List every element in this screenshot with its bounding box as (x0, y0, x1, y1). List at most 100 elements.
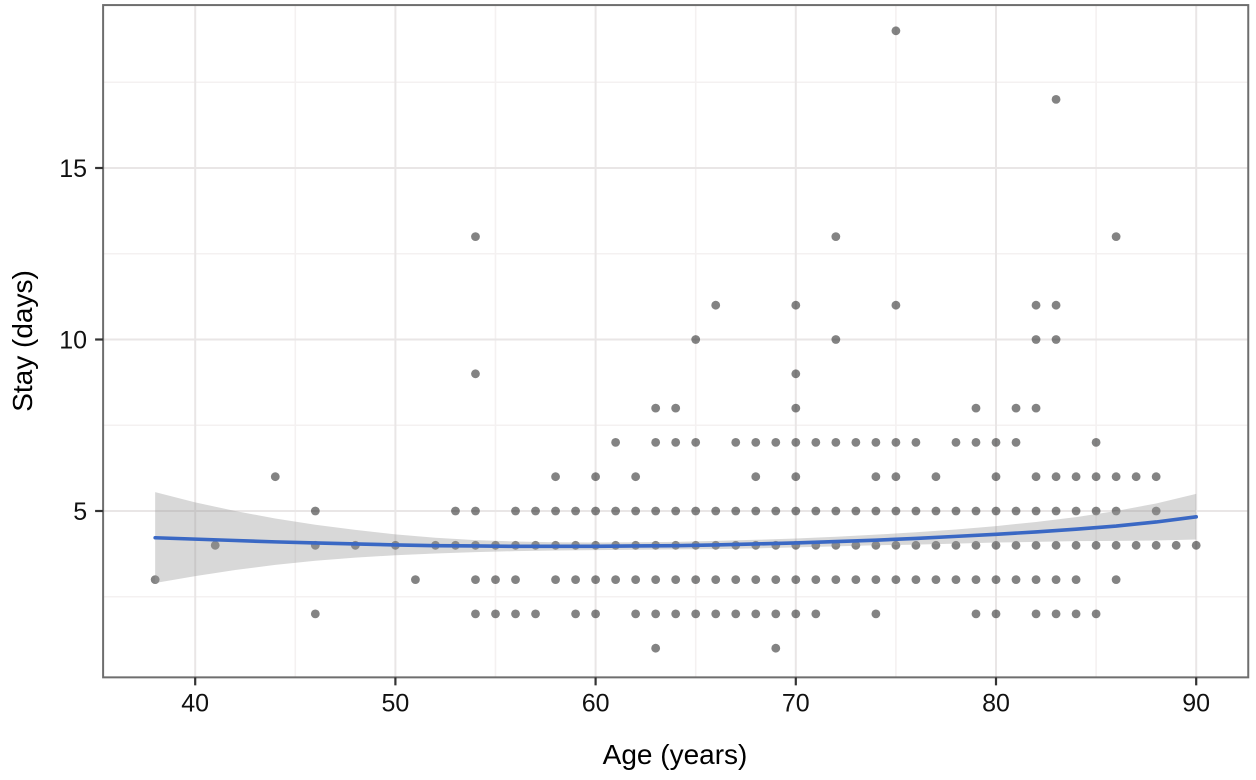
data-point (1111, 506, 1121, 516)
data-point (1031, 609, 1041, 619)
data-point (971, 609, 981, 619)
data-point (791, 609, 801, 619)
data-point (891, 438, 901, 447)
data-point (851, 506, 861, 516)
data-point (831, 506, 841, 516)
data-point (1031, 575, 1041, 584)
data-point (551, 506, 560, 516)
data-point (1011, 403, 1021, 413)
data-point (831, 438, 841, 447)
data-point (310, 506, 320, 516)
y-tick-label: 5 (73, 498, 87, 526)
data-point (1091, 540, 1101, 550)
data-point (991, 472, 1001, 482)
data-point (891, 575, 901, 584)
data-point (891, 300, 901, 310)
x-tick-label: 80 (982, 689, 1010, 717)
data-point (1011, 575, 1021, 584)
data-point (1191, 540, 1201, 550)
data-point (1031, 335, 1041, 344)
data-point (831, 575, 841, 584)
data-point (310, 609, 320, 619)
data-point (811, 506, 821, 516)
data-point (631, 506, 641, 516)
data-point (1131, 540, 1141, 550)
data-point (611, 506, 621, 516)
data-point (931, 540, 941, 550)
data-point (1031, 300, 1041, 310)
data-point (751, 609, 761, 619)
data-point (591, 506, 600, 516)
data-point (971, 506, 981, 516)
data-point (991, 540, 1001, 550)
data-point (591, 472, 600, 482)
data-point (1051, 95, 1061, 104)
data-point (1091, 472, 1101, 482)
y-tick-label: 10 (59, 327, 87, 355)
data-point (951, 438, 961, 447)
data-point (991, 438, 1001, 447)
data-point (1031, 540, 1041, 550)
data-point (711, 506, 721, 516)
data-point (611, 575, 621, 584)
data-point (210, 540, 220, 550)
data-point (1051, 472, 1061, 482)
data-point (851, 575, 861, 584)
data-point (731, 438, 741, 447)
data-point (471, 369, 480, 379)
data-point (751, 575, 761, 584)
data-point (811, 438, 821, 447)
data-point (791, 575, 801, 584)
data-point (671, 506, 681, 516)
data-point (871, 506, 881, 516)
data-point (831, 335, 841, 344)
data-point (491, 609, 500, 619)
data-point (1131, 472, 1141, 482)
data-point (451, 506, 460, 516)
data-point (871, 438, 881, 447)
data-point (471, 232, 480, 242)
data-point (651, 575, 661, 584)
data-point (471, 609, 480, 619)
data-point (771, 438, 781, 447)
data-point (891, 26, 901, 36)
data-point (1151, 472, 1161, 482)
data-point (711, 609, 721, 619)
data-point (871, 575, 881, 584)
data-point (791, 369, 801, 379)
data-point (651, 643, 661, 653)
data-point (751, 506, 761, 516)
data-point (651, 438, 661, 447)
data-point (691, 335, 701, 344)
x-axis-title: Age (years) (603, 739, 748, 770)
data-point (771, 609, 781, 619)
data-point (971, 540, 981, 550)
chart-layer: 40 50 60 70 80 90 5 10 15 (59, 4, 1250, 717)
data-point (551, 472, 560, 482)
y-tick-label: 15 (59, 155, 87, 183)
data-point (631, 575, 641, 584)
data-point (1051, 575, 1061, 584)
data-point (751, 438, 761, 447)
data-point (791, 472, 801, 482)
data-point (791, 506, 801, 516)
data-point (711, 575, 721, 584)
data-point (891, 540, 901, 550)
data-point (671, 403, 681, 413)
data-point (951, 540, 961, 550)
data-point (531, 506, 540, 516)
data-point (831, 232, 841, 242)
data-point (651, 609, 661, 619)
data-point (411, 575, 420, 584)
data-point (991, 506, 1001, 516)
x-tick-label: 60 (582, 689, 610, 717)
data-point (1171, 540, 1181, 550)
data-point (631, 609, 641, 619)
data-point (671, 438, 681, 447)
data-point (891, 472, 901, 482)
data-point (911, 438, 921, 447)
data-point (851, 438, 861, 447)
data-point (1091, 609, 1101, 619)
